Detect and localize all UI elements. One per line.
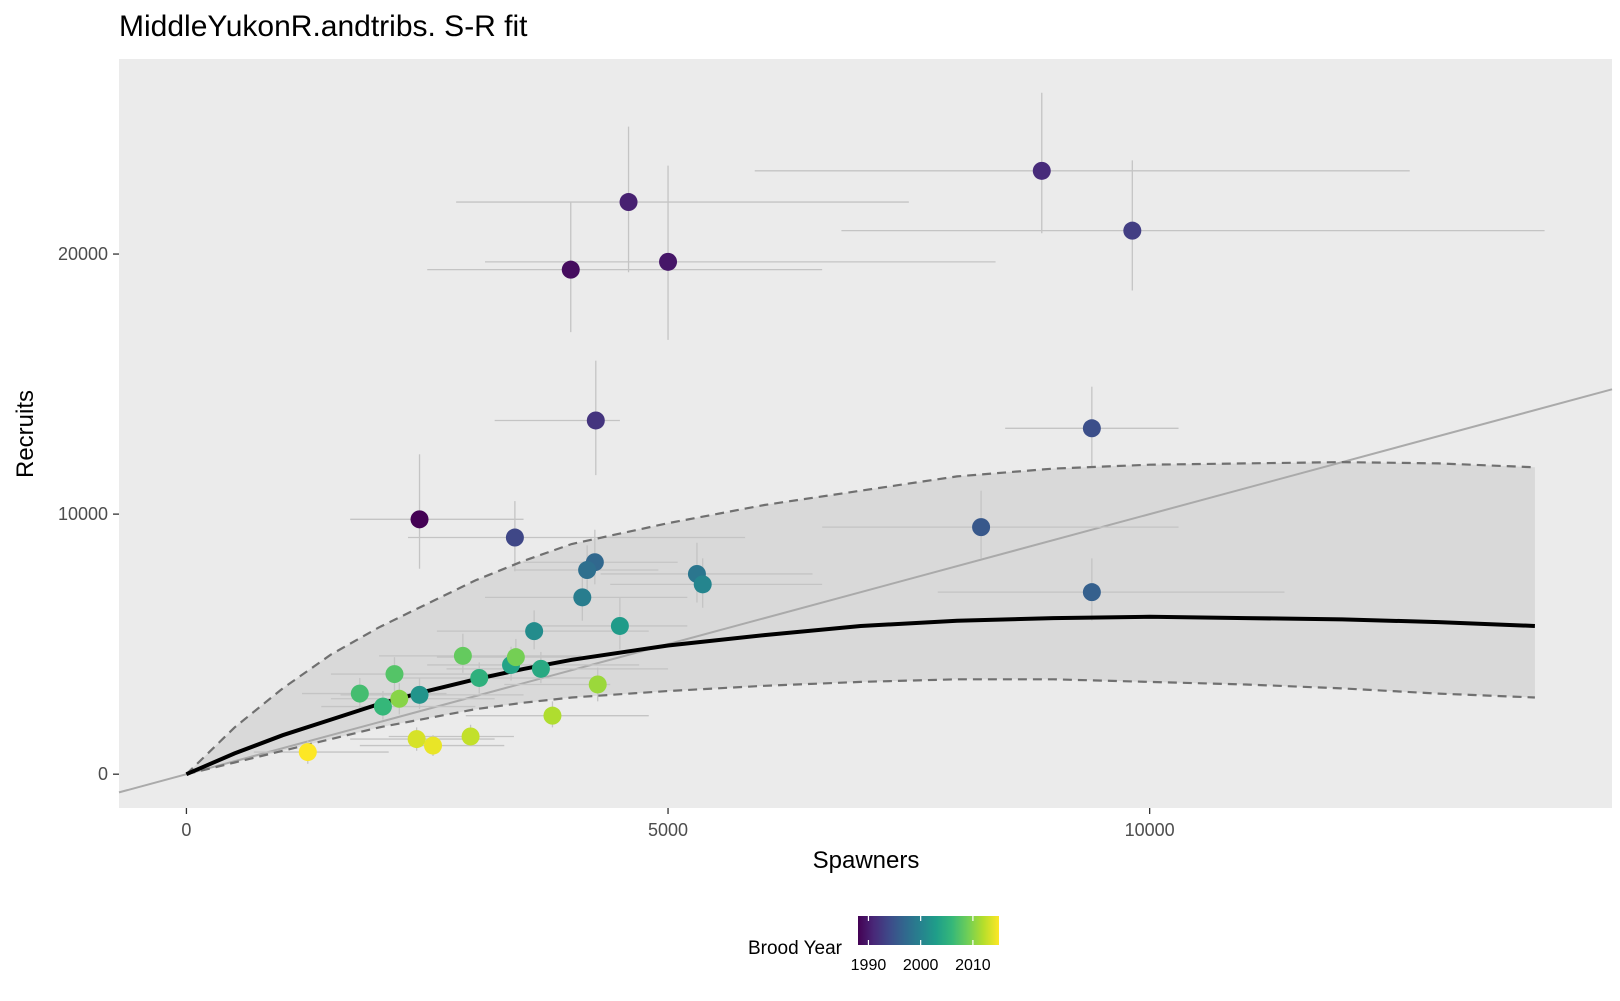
- data-point: [561, 260, 580, 279]
- x-tick-label: 0: [181, 820, 191, 840]
- data-point: [586, 411, 605, 430]
- data-point: [385, 665, 404, 684]
- y-tick-label: 20000: [58, 244, 108, 264]
- data-point: [410, 685, 429, 704]
- data-point: [1082, 419, 1101, 438]
- confidence-band: [186, 462, 1535, 775]
- data-points: [298, 161, 1142, 762]
- data-point: [693, 575, 712, 594]
- data-point: [1082, 583, 1101, 602]
- data-point: [410, 510, 429, 529]
- y-axis-title: Recruits: [12, 390, 39, 478]
- data-point: [505, 528, 524, 547]
- data-point: [588, 675, 607, 694]
- x-tick-label: 5000: [648, 820, 688, 840]
- data-point: [1032, 161, 1051, 180]
- median-fit-line: [185, 614, 1535, 777]
- data-point: [350, 684, 369, 703]
- legend-colorbar: [858, 916, 999, 945]
- replacement-line: [118, 388, 1613, 794]
- chart-title: MiddleYukonR.andtribs. S-R fit: [119, 10, 528, 43]
- upper-bound-line: [185, 460, 1535, 775]
- legend-tick-label: 2010: [955, 957, 991, 974]
- y-axis: 0 10000 20000: [58, 244, 119, 784]
- data-point: [1123, 221, 1142, 240]
- x-axis-title: Spawners: [813, 847, 920, 874]
- x-axis: 0 5000 10000: [181, 808, 1175, 840]
- data-point: [298, 743, 317, 762]
- fit-lines: [185, 460, 1535, 777]
- data-point: [390, 689, 409, 708]
- data-point: [407, 730, 426, 749]
- x-tick-label: 10000: [1125, 820, 1175, 840]
- data-point: [573, 588, 592, 607]
- data-point: [424, 736, 443, 755]
- data-point: [461, 727, 480, 746]
- data-point: [470, 668, 489, 687]
- data-point: [506, 648, 525, 667]
- data-point: [543, 706, 562, 725]
- data-point: [610, 616, 629, 635]
- lower-bound-line: [186, 678, 1535, 776]
- legend-title: Brood Year: [748, 938, 843, 959]
- legend-ticks: 1990 2000 2010: [851, 916, 991, 974]
- y-tick-label: 0: [98, 764, 108, 784]
- data-point: [531, 659, 550, 678]
- data-point: [619, 193, 638, 212]
- y-tick-label: 10000: [58, 504, 108, 524]
- legend-tick-label: 1990: [851, 957, 887, 974]
- data-point: [972, 518, 991, 537]
- data-point: [525, 622, 544, 641]
- legend: Brood Year 1990 2000 2010: [748, 916, 999, 974]
- data-point: [659, 252, 678, 271]
- replacement-line-group: [118, 388, 1613, 794]
- data-point: [373, 697, 392, 716]
- data-point: [578, 561, 597, 580]
- confidence-ribbon: [186, 462, 1535, 775]
- legend-tick-label: 2000: [903, 957, 939, 974]
- data-point: [453, 646, 472, 665]
